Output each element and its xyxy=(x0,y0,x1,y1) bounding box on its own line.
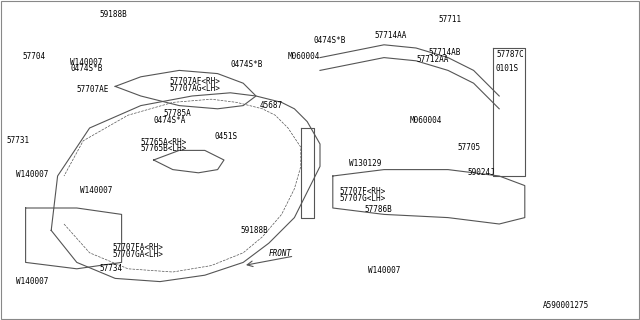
Text: 59188B: 59188B xyxy=(99,10,127,19)
Text: M060004: M060004 xyxy=(410,116,442,124)
Text: 0474S*B: 0474S*B xyxy=(70,64,103,73)
Text: 0101S: 0101S xyxy=(496,64,519,73)
Text: M060004: M060004 xyxy=(288,52,321,60)
Text: 59024J: 59024J xyxy=(467,168,495,177)
Text: W140007: W140007 xyxy=(70,58,103,67)
Text: 0451S: 0451S xyxy=(214,132,237,140)
Text: 57712AA: 57712AA xyxy=(416,55,449,64)
Text: W140007: W140007 xyxy=(80,186,113,195)
Text: 0474S*A: 0474S*A xyxy=(154,116,186,124)
Text: W140007: W140007 xyxy=(16,277,49,286)
Text: 57785A: 57785A xyxy=(163,109,191,118)
Text: 0474S*B: 0474S*B xyxy=(314,36,346,44)
Text: 57734: 57734 xyxy=(99,264,122,273)
Text: W140007: W140007 xyxy=(368,266,401,275)
Text: 57765B<LH>: 57765B<LH> xyxy=(141,144,187,153)
Text: 57704: 57704 xyxy=(22,52,45,60)
Text: 57707AG<LH>: 57707AG<LH> xyxy=(170,84,220,92)
Text: 57707FA<RH>: 57707FA<RH> xyxy=(112,244,163,252)
Text: 57707G<LH>: 57707G<LH> xyxy=(339,194,385,203)
Text: 57714AB: 57714AB xyxy=(429,48,461,57)
Text: 57707AF<RH>: 57707AF<RH> xyxy=(170,77,220,86)
Text: 57707F<RH>: 57707F<RH> xyxy=(339,188,385,196)
Text: FRONT: FRONT xyxy=(269,249,292,258)
Text: A590001275: A590001275 xyxy=(543,301,589,310)
Text: 57765A<RH>: 57765A<RH> xyxy=(141,138,187,147)
Text: 57731: 57731 xyxy=(6,136,29,145)
Text: 57705: 57705 xyxy=(458,143,481,152)
Text: 57707GA<LH>: 57707GA<LH> xyxy=(112,250,163,259)
Text: 57707AE: 57707AE xyxy=(77,85,109,94)
Text: 57711: 57711 xyxy=(438,15,461,24)
Text: 57714AA: 57714AA xyxy=(374,31,407,40)
Text: 45687: 45687 xyxy=(259,101,282,110)
Text: 57787C: 57787C xyxy=(496,50,524,59)
Text: 57786B: 57786B xyxy=(365,205,392,214)
Text: W130129: W130129 xyxy=(349,159,381,168)
Text: 0474S*B: 0474S*B xyxy=(230,60,263,68)
Text: 59188B: 59188B xyxy=(240,226,268,235)
Text: W140007: W140007 xyxy=(16,170,49,179)
